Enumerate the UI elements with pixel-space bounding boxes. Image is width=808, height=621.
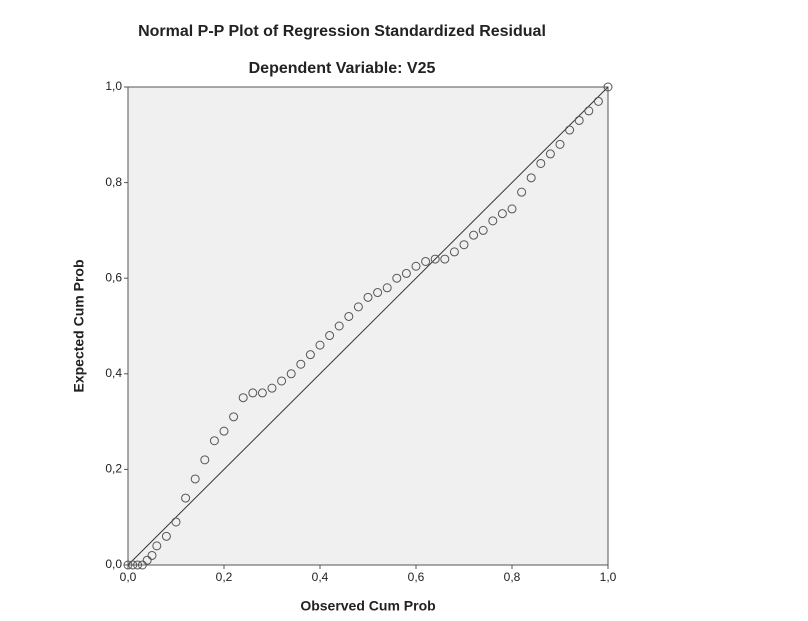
x-tick-label: 0,4	[312, 570, 329, 584]
x-axis-label: Observed Cum Prob	[300, 598, 435, 614]
point	[440, 254, 450, 264]
point	[209, 436, 219, 446]
point	[147, 550, 157, 560]
point	[459, 240, 469, 250]
chart-title: Normal P-P Plot of Regression Standardiz…	[138, 23, 546, 40]
point	[382, 283, 392, 293]
point	[469, 230, 479, 240]
point	[373, 288, 383, 298]
point	[507, 204, 517, 214]
point	[593, 96, 603, 106]
point	[248, 388, 258, 398]
point	[325, 331, 335, 341]
point	[526, 173, 536, 183]
point	[161, 531, 171, 541]
point	[449, 247, 459, 257]
y-tick-label: 1,0	[105, 79, 122, 93]
point	[152, 541, 162, 551]
point	[545, 149, 555, 159]
point	[584, 106, 594, 116]
point	[401, 268, 411, 278]
point	[315, 340, 325, 350]
point	[565, 125, 575, 135]
point	[334, 321, 344, 331]
x-tick-label: 0,2	[216, 570, 233, 584]
x-tick-label: 0,6	[408, 570, 425, 584]
point	[229, 412, 239, 422]
point	[411, 261, 421, 271]
point	[277, 376, 287, 386]
point	[574, 115, 584, 125]
y-tick-label: 0,0	[105, 557, 122, 571]
point	[123, 560, 133, 570]
point	[296, 359, 306, 369]
point	[238, 393, 248, 403]
point	[392, 273, 402, 283]
x-tick-label: 1,0	[600, 570, 617, 584]
y-tick-label: 0,8	[105, 175, 122, 189]
point	[536, 158, 546, 168]
point	[305, 350, 315, 360]
point	[353, 302, 363, 312]
x-tick-label: 0,0	[120, 570, 137, 584]
point	[488, 216, 498, 226]
point	[430, 254, 440, 264]
point	[219, 426, 229, 436]
point	[142, 555, 152, 565]
point	[267, 383, 277, 393]
point	[200, 455, 210, 465]
y-tick-label: 0,2	[105, 462, 122, 476]
y-tick-label: 0,4	[105, 366, 122, 380]
point	[517, 187, 527, 197]
chart-subtitle: Dependent Variable: V25	[249, 60, 436, 77]
point	[555, 139, 565, 149]
point	[363, 292, 373, 302]
point	[257, 388, 267, 398]
reference-line	[127, 86, 609, 566]
point	[603, 82, 613, 92]
point	[133, 560, 143, 570]
point	[181, 493, 191, 503]
point	[171, 517, 181, 527]
point	[137, 560, 147, 570]
point	[421, 256, 431, 266]
point	[190, 474, 200, 484]
y-axis-label: Expected Cum Prob	[71, 259, 87, 392]
y-tick-label: 0,6	[105, 270, 122, 284]
point	[497, 209, 507, 219]
point	[344, 311, 354, 321]
x-tick-label: 0,8	[504, 570, 521, 584]
point	[286, 369, 296, 379]
point	[128, 560, 138, 570]
point	[478, 225, 488, 235]
